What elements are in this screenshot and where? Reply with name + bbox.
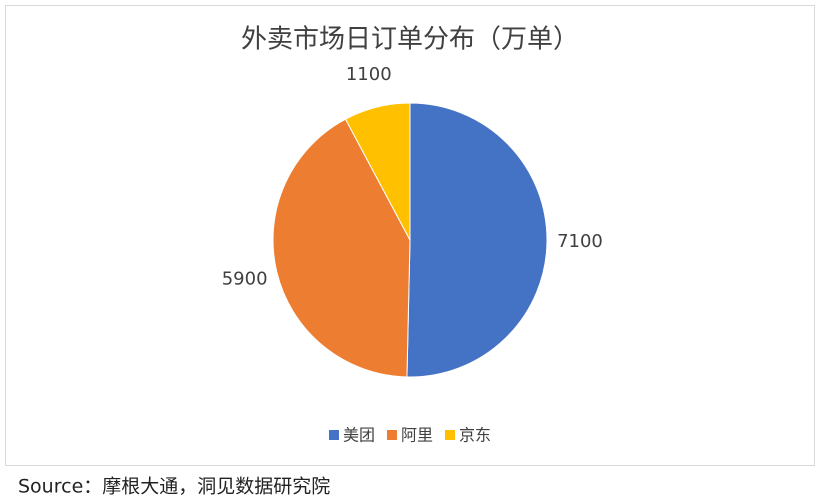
pie-slice	[406, 102, 548, 378]
data-label: 5900	[222, 268, 268, 289]
legend-swatch	[386, 430, 397, 440]
legend-swatch	[328, 430, 339, 440]
source: Source：摩根大通，洞见数据研究院	[18, 476, 330, 498]
chart-title: 外卖市场日订单分布（万单）	[241, 25, 579, 55]
data-label: 1100	[346, 64, 392, 85]
legend-label: 京东	[459, 426, 491, 445]
pie-slice	[272, 118, 411, 378]
legend-label: 美团	[343, 426, 375, 445]
data-label: 7100	[557, 231, 603, 252]
pie-slice	[344, 102, 411, 241]
legend-label: 阿里	[401, 426, 433, 445]
legend-swatch	[445, 430, 456, 440]
